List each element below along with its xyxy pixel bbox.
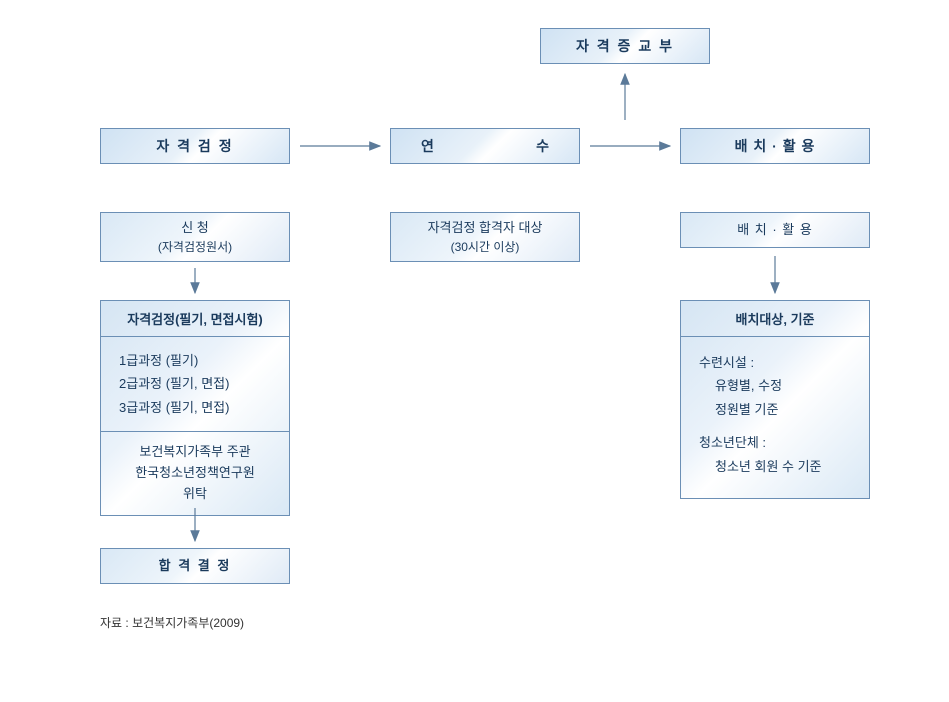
placement-label: 배 치 · 활 용 [735,136,816,156]
host2-line: 한국청소년정책연구원 [109,463,281,484]
fac-label: 수련시설 : [699,351,851,374]
place-detail-panel: 배치대상, 기준 수련시설 : 유형별, 수정 정원별 기준 청소년단체 : 청… [680,300,870,499]
place-detail-header: 배치대상, 기준 [681,301,869,337]
target-sub-label: (30시간 이상) [451,238,520,256]
fac-line2: 정원별 기준 [699,398,851,421]
level2-line: 2급과정 (필기, 면접) [119,372,271,395]
cert-issue-label: 자 격 증 교 부 [576,36,674,56]
qual-check-label: 자 격 검 정 [156,136,233,156]
pass-box: 합 격 결 정 [100,548,290,584]
place-detail-body: 수련시설 : 유형별, 수정 정원별 기준 청소년단체 : 청소년 회원 수 기… [681,337,869,498]
source-label: 자료 : 보건복지가족부(2009) [100,616,244,630]
org-label: 청소년단체 : [699,431,851,454]
qual-host-body: 보건복지가족부 주관 한국청소년정책연구원 위탁 [101,432,289,514]
cert-issue-box: 자 격 증 교 부 [540,28,710,64]
place-use-label: 배 치 · 활 용 [737,220,813,240]
org-line1: 청소년 회원 수 기준 [699,455,851,478]
training-box: 연 수 [390,128,580,164]
source-note: 자료 : 보건복지가족부(2009) [100,614,244,631]
fac-line1: 유형별, 수정 [699,374,851,397]
target-top-label: 자격검정 합격자 대상 [428,218,543,238]
level3-line: 3급과정 (필기, 면접) [119,396,271,419]
apply-sub-label: (자격검정원서) [158,238,232,256]
qual-detail-panel: 자격검정(필기, 면접시험) 1급과정 (필기) 2급과정 (필기, 면접) 3… [100,300,290,516]
place-use-box: 배 치 · 활 용 [680,212,870,248]
qual-detail-header: 자격검정(필기, 면접시험) [101,301,289,337]
level1-line: 1급과정 (필기) [119,349,271,372]
placement-box: 배 치 · 활 용 [680,128,870,164]
qual-check-box: 자 격 검 정 [100,128,290,164]
host1-line: 보건복지가족부 주관 [109,442,281,463]
training-label-left: 연 [421,136,434,156]
pass-label: 합 격 결 정 [159,556,232,576]
target-box: 자격검정 합격자 대상 (30시간 이상) [390,212,580,262]
qual-levels-body: 1급과정 (필기) 2급과정 (필기, 면접) 3급과정 (필기, 면접) [101,337,289,431]
host3-line: 위탁 [109,484,281,505]
apply-box: 신 청 (자격검정원서) [100,212,290,262]
training-label-right: 수 [536,136,549,156]
apply-top-label: 신 청 [181,218,209,238]
